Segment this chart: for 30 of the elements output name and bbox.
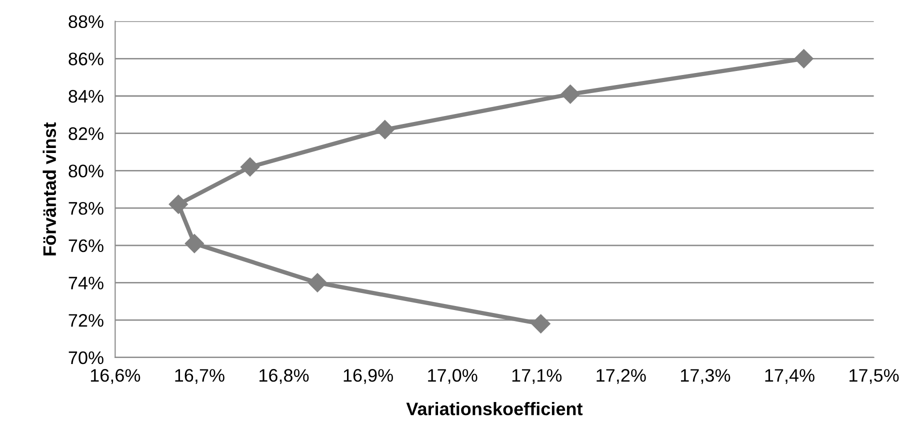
y-tick-label: 76% <box>68 239 104 252</box>
y-tick-label: 78% <box>68 202 104 215</box>
y-tick-label: 74% <box>68 276 104 290</box>
x-tick-label: 16,7% <box>175 369 224 384</box>
x-tick-label: 17,4% <box>765 369 814 384</box>
point <box>168 194 188 214</box>
y-tick-label: 86% <box>68 52 104 66</box>
x-tick-label: 16,8% <box>260 369 309 384</box>
y-tick-label: 82% <box>68 127 104 140</box>
x-tick-label: 17,1% <box>512 369 562 384</box>
y-tick-label: 88% <box>68 15 104 28</box>
y-tick-label: 70% <box>68 351 104 364</box>
point <box>375 120 394 140</box>
x-tick-label: 16,6% <box>90 369 140 384</box>
x-tick-label: 16,9% <box>344 369 393 384</box>
point <box>560 84 580 104</box>
point <box>240 157 260 176</box>
y-axis-title: Förväntad vinst <box>42 122 56 256</box>
y-tick-label: 80% <box>68 164 104 178</box>
x-tick-label: 17,3% <box>680 369 730 384</box>
y-tick-label: 72% <box>68 314 104 327</box>
x-tick-label: 17,0% <box>428 369 478 384</box>
point <box>308 273 327 292</box>
point <box>184 234 204 254</box>
point <box>531 314 550 334</box>
y-tick-label: 84% <box>68 90 104 103</box>
x-tick-label: 17,2% <box>596 369 646 384</box>
x-tick-label: 17,5% <box>850 369 899 384</box>
point <box>794 49 814 68</box>
x-axis-title: Variationskoefficient <box>406 402 583 416</box>
